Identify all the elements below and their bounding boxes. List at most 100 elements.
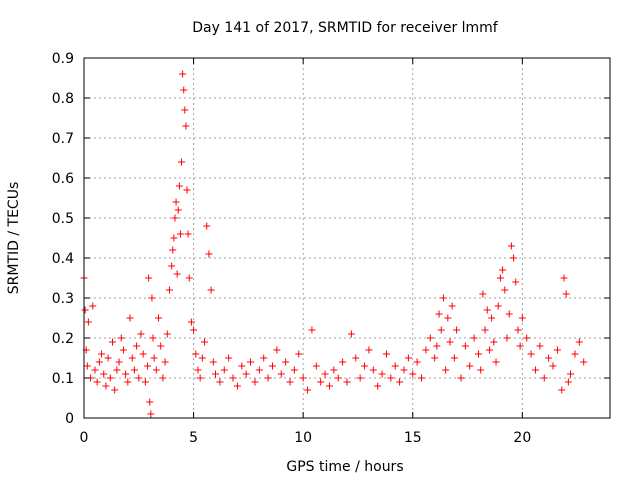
data-point	[100, 370, 108, 378]
data-point	[499, 266, 507, 274]
data-point	[527, 350, 535, 358]
data-point	[247, 358, 255, 366]
data-point	[209, 358, 217, 366]
data-point	[352, 354, 360, 362]
data-point	[155, 314, 163, 322]
data-point	[308, 326, 316, 334]
data-point	[378, 370, 386, 378]
data-point	[439, 294, 447, 302]
data-point	[369, 366, 377, 374]
data-point	[418, 374, 426, 382]
y-tick-label: 0.3	[52, 291, 74, 307]
data-point	[512, 278, 520, 286]
data-point	[413, 358, 421, 366]
x-tick-label: 5	[189, 430, 198, 446]
x-tick-label: 15	[404, 430, 422, 446]
data-point	[233, 382, 241, 390]
data-point	[255, 366, 263, 374]
data-point	[251, 378, 259, 386]
data-point	[115, 358, 123, 366]
x-tick-labels: 0 5 10 15 20	[80, 430, 532, 446]
data-point	[273, 346, 281, 354]
data-point	[192, 350, 200, 358]
data-point	[470, 334, 478, 342]
data-point	[505, 310, 513, 318]
data-point	[150, 354, 158, 362]
data-point	[104, 354, 112, 362]
data-point	[102, 382, 110, 390]
data-point	[196, 374, 204, 382]
x-tick-label: 20	[513, 430, 531, 446]
data-point	[113, 366, 121, 374]
data-point	[98, 350, 106, 358]
data-point	[225, 354, 233, 362]
data-point	[176, 230, 184, 238]
data-point	[444, 314, 452, 322]
data-point	[387, 374, 395, 382]
data-point	[133, 342, 141, 350]
data-point	[483, 306, 491, 314]
x-tick-label: 0	[80, 430, 89, 446]
data-point	[404, 354, 412, 362]
data-point	[514, 326, 522, 334]
y-tick-label: 0.8	[52, 91, 74, 107]
data-point	[461, 342, 469, 350]
data-point	[144, 362, 152, 370]
data-point	[220, 366, 228, 374]
data-point	[216, 378, 224, 386]
data-point	[182, 122, 190, 130]
data-point	[485, 346, 493, 354]
data-point	[479, 290, 487, 298]
data-point	[117, 334, 125, 342]
data-point	[201, 338, 209, 346]
data-point	[145, 274, 153, 282]
data-point	[172, 198, 180, 206]
data-point	[374, 382, 382, 390]
data-point	[575, 338, 583, 346]
data-point	[173, 270, 181, 278]
data-point	[130, 366, 138, 374]
chart-title: Day 141 of 2017, SRMTID for receiver lmm…	[192, 20, 499, 36]
data-point	[433, 342, 441, 350]
data-point	[321, 370, 329, 378]
data-point	[159, 374, 167, 382]
data-point	[268, 362, 276, 370]
data-point	[187, 318, 195, 326]
data-point	[545, 354, 553, 362]
data-point	[161, 358, 169, 366]
data-point	[168, 262, 176, 270]
data-point	[146, 398, 154, 406]
data-point	[171, 214, 179, 222]
data-point	[157, 342, 165, 350]
data-point	[560, 274, 568, 282]
x-axis-label: GPS time / hours	[286, 459, 403, 475]
data-point	[510, 254, 518, 262]
y-tick-label: 0.9	[52, 51, 74, 67]
data-point	[95, 358, 103, 366]
data-point	[549, 362, 557, 370]
data-point	[83, 362, 91, 370]
data-point	[148, 294, 156, 302]
data-point	[334, 374, 342, 382]
y-axis-label: SRMTID / TECUs	[6, 182, 22, 295]
data-point	[450, 354, 458, 362]
data-point	[207, 286, 215, 294]
plot-frame	[83, 57, 611, 419]
y-tick-labels: 0 0.1 0.2 0.3 0.4 0.5 0.6 0.7 0.8 0.9	[52, 51, 74, 427]
y-tick-label: 0	[65, 411, 74, 427]
data-point	[108, 338, 116, 346]
data-point	[507, 242, 515, 250]
data-point	[562, 290, 570, 298]
y-tick-label: 0.5	[52, 211, 74, 227]
data-point	[163, 330, 171, 338]
data-point	[396, 378, 404, 386]
data-point	[152, 366, 160, 374]
data-point	[184, 230, 192, 238]
data-point	[437, 326, 445, 334]
data-point	[111, 386, 119, 394]
axis-ticks	[83, 57, 610, 419]
data-point	[564, 378, 572, 386]
data-point	[286, 378, 294, 386]
